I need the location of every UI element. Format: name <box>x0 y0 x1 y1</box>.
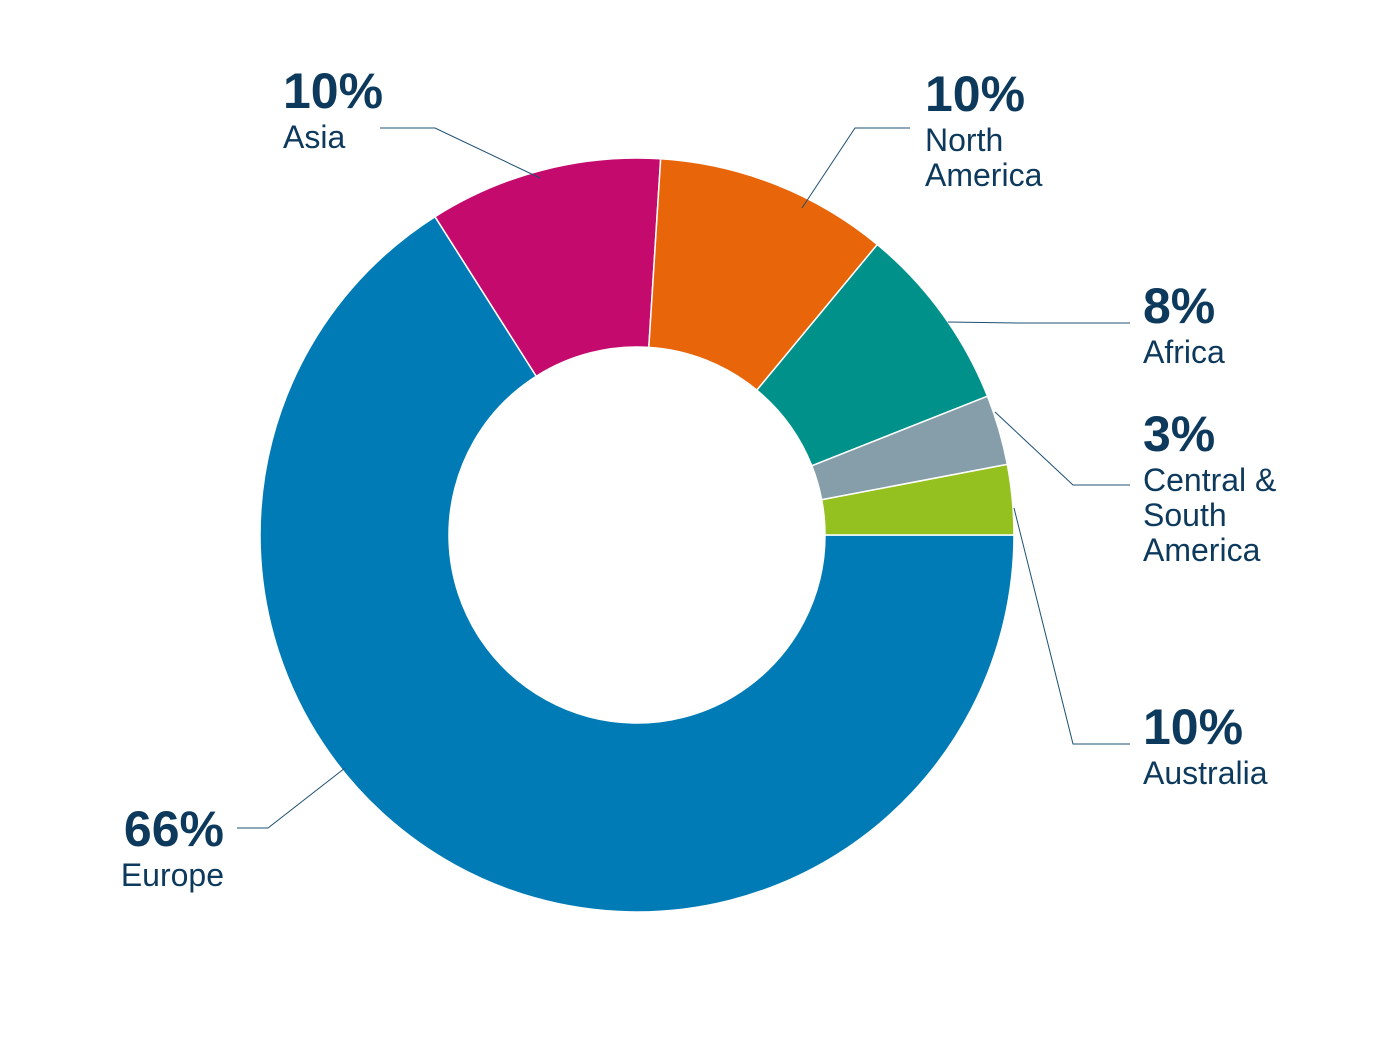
slice-label-europe: 66%Europe <box>121 801 224 893</box>
slice-australia <box>820 463 1015 536</box>
slice-percent-central-south-america: 3% <box>1143 406 1215 462</box>
slice-name-europe: Europe <box>121 857 224 893</box>
slice-name-asia: Asia <box>283 119 345 155</box>
slice-name-africa: Africa <box>1143 334 1225 370</box>
slice-name-australia: Australia <box>1143 755 1268 791</box>
slice-name-north-america-line-1: North <box>925 122 1003 158</box>
leader-line-north-america <box>801 127 910 209</box>
slice-europe <box>259 215 1015 913</box>
slice-percent-europe: 66% <box>124 801 224 857</box>
slice-name-north-america-line-2: America <box>925 157 1043 193</box>
leader-line-asia <box>380 127 541 179</box>
slice-label-africa: 8%Africa <box>1143 278 1225 370</box>
slice-percent-asia: 10% <box>283 63 383 119</box>
slice-label-australia: 10%Australia <box>1143 699 1268 791</box>
leader-line-europe <box>237 767 346 829</box>
slice-name-central-south-america-line-1: Central & <box>1143 462 1276 498</box>
leader-line-australia <box>1013 507 1130 745</box>
slice-name-central-south-america-line-2: South <box>1143 497 1227 533</box>
slice-percent-north-america: 10% <box>925 66 1025 122</box>
leader-line-africa <box>947 321 1130 324</box>
slice-percent-africa: 8% <box>1143 278 1215 334</box>
slice-name-central-south-america-line-3: America <box>1143 532 1261 568</box>
leader-line-central-south-america <box>994 411 1130 486</box>
slice-label-asia: 10%Asia <box>283 63 383 155</box>
slice-percent-australia: 10% <box>1143 699 1243 755</box>
